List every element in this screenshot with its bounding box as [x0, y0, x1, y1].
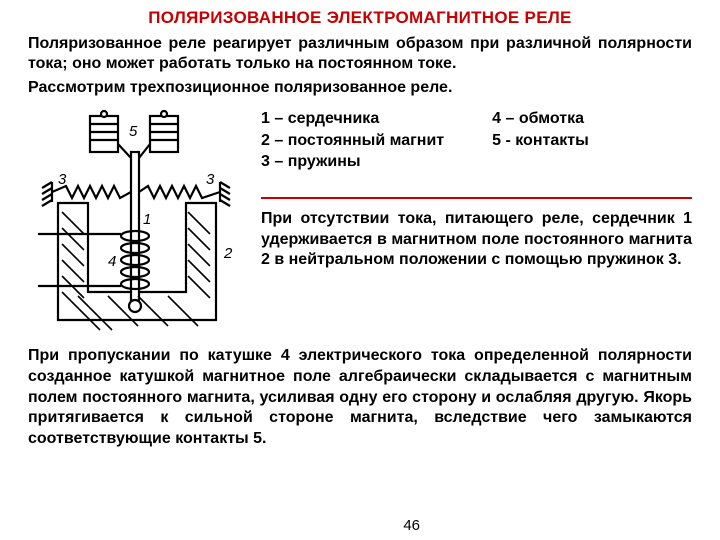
legend-item: 2 – постоянный магнит [261, 130, 444, 152]
legend-left: 1 – сердечника 2 – постоянный магнит 3 –… [261, 108, 444, 173]
legend-item: 4 – обмотка [492, 108, 589, 130]
relay-svg: 1 2 3 3 4 5 [28, 108, 243, 338]
paragraph-intro: Поляризованное реле реагирует различным … [28, 34, 692, 74]
fig-label-3l: 3 [58, 171, 67, 188]
relay-figure: 1 2 3 3 4 5 [28, 108, 243, 338]
fig-label-5: 5 [129, 123, 138, 140]
legend-row: 1 – сердечника 2 – постоянный магнит 3 –… [261, 108, 692, 173]
right-column: 1 – сердечника 2 – постоянный магнит 3 –… [261, 108, 692, 271]
fig-label-4: 4 [108, 253, 116, 270]
legend-item: 1 – сердечника [261, 108, 444, 130]
page-title: ПОЛЯРИЗОВАННОЕ ЭЛЕКТРОМАГНИТНОЕ РЕЛЕ [28, 8, 692, 28]
fig-label-1: 1 [143, 211, 151, 228]
fig-label-3r: 3 [206, 171, 215, 188]
page-number: 46 [403, 517, 420, 534]
paragraph-intro-2: Рассмотрим трехпозиционное поляризованно… [28, 78, 692, 98]
paragraph-mid: При отсутствии тока, питающего реле, сер… [261, 209, 692, 271]
mid-row: 1 2 3 3 4 5 1 – сердечника 2 – постоянны… [28, 108, 692, 338]
fig-label-2: 2 [223, 245, 233, 262]
legend-item: 3 – пружины [261, 151, 444, 173]
legend-right: 4 – обмотка 5 - контакты [492, 108, 589, 173]
paragraph-bottom: При пропускании по катушке 4 электрическ… [28, 346, 692, 450]
page: ПОЛЯРИЗОВАННОЕ ЭЛЕКТРОМАГНИТНОЕ РЕЛЕ Пол… [0, 0, 720, 540]
legend-item: 5 - контакты [492, 130, 589, 152]
red-divider [261, 197, 692, 199]
